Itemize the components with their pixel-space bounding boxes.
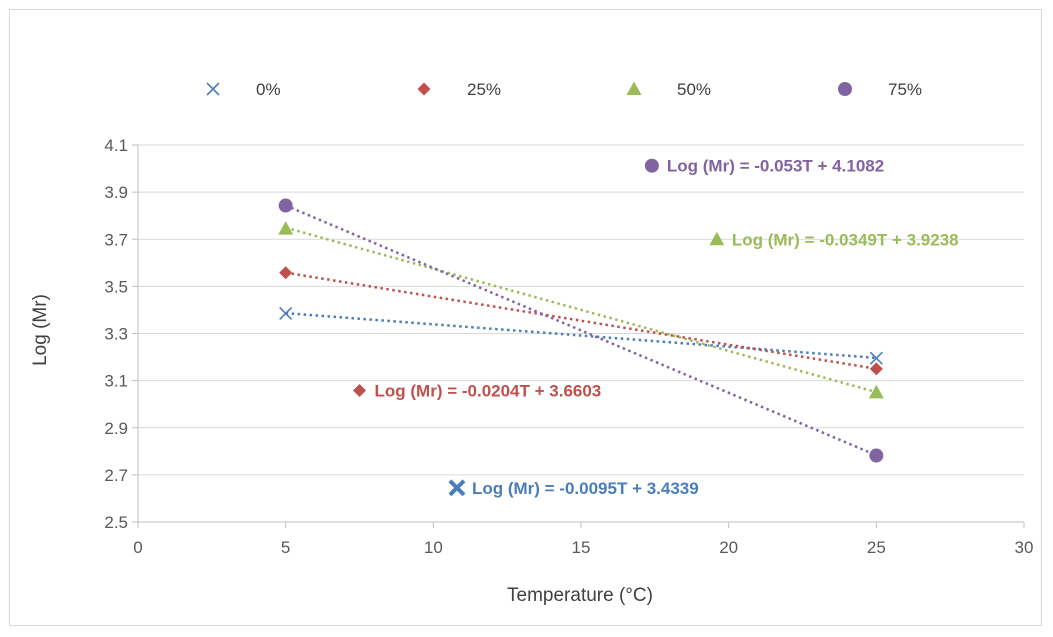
trendline-equation: Log (Mr) = -0.0204T + 3.6603 — [375, 382, 602, 401]
legend-label: 0% — [256, 80, 281, 99]
equation-marker — [448, 479, 466, 497]
y-tick-label: 3.7 — [104, 230, 128, 249]
legend-marker-75pct — [838, 82, 852, 96]
equation-annotations: Log (Mr) = -0.0095T + 3.4339 Log (Mr) = -… — [353, 157, 959, 498]
y-tick-label: 3.9 — [104, 183, 128, 202]
marker-stroke — [869, 351, 883, 365]
data-point-layer — [278, 198, 884, 463]
data-point-25pct — [279, 266, 293, 280]
legend-marker-25pct — [417, 82, 431, 96]
axis-layer: 2.5 2.7 2.9 3.1 3.3 3.5 3.7 3.9 4.1 0 5 10 15 20 25 30 — [104, 136, 1033, 557]
x-tick-label: 5 — [281, 538, 290, 557]
y-tick-label: 3.3 — [104, 325, 128, 344]
x-tick-label: 15 — [572, 538, 591, 557]
trendline-equation: Log (Mr) = -0.053T + 4.1082 — [667, 157, 884, 176]
equation-marker — [644, 158, 659, 173]
data-point-75pct — [869, 448, 884, 463]
y-tick-label: 2.7 — [104, 466, 128, 485]
data-point-75pct — [278, 198, 293, 213]
x-tick-label: 30 — [1015, 538, 1034, 557]
trendline-75pct — [285, 204, 877, 457]
marker-stroke — [279, 306, 293, 321]
x-tick-label: 0 — [133, 538, 142, 557]
data-point-0pct — [279, 306, 293, 321]
data-point-25pct — [869, 362, 883, 376]
y-axis-title: Log (Mr) — [30, 294, 51, 366]
legend: 0% 25% 50% 75% — [206, 80, 922, 99]
equation-marker — [353, 384, 366, 398]
trendline-layer — [285, 204, 877, 457]
y-tick-label: 2.5 — [104, 513, 128, 532]
x-tick-label: 10 — [424, 538, 443, 557]
trendline-0pct — [285, 311, 877, 360]
data-point-50pct — [868, 384, 884, 399]
y-tick-label: 4.1 — [104, 136, 128, 155]
legend-marker-0pct — [206, 82, 220, 96]
trendline-25pct — [285, 271, 877, 371]
trendline-50pct — [285, 226, 877, 394]
legend-label: 50% — [677, 80, 711, 99]
marker-stroke — [448, 479, 466, 497]
data-point-0pct — [869, 351, 883, 365]
chart-frame — [9, 9, 1042, 626]
x-tick-label: 20 — [719, 538, 738, 557]
legend-marker-50pct — [626, 81, 642, 95]
trendline-equation: Log (Mr) = -0.0095T + 3.4339 — [472, 479, 699, 498]
y-tick-label: 3.5 — [104, 277, 128, 296]
grid-layer — [138, 144, 1024, 523]
y-tick-label: 2.9 — [104, 419, 128, 438]
equation-marker — [709, 231, 725, 246]
data-point-50pct — [278, 221, 294, 235]
x-tick-label: 25 — [867, 538, 886, 557]
x-axis-title: Temperature (°C) — [507, 585, 653, 606]
marker-stroke — [206, 82, 220, 96]
y-tick-label: 3.1 — [104, 372, 128, 391]
trendline-equation: Log (Mr) = -0.0349T + 3.9238 — [732, 230, 959, 249]
legend-label: 75% — [888, 80, 922, 99]
legend-label: 25% — [467, 80, 501, 99]
